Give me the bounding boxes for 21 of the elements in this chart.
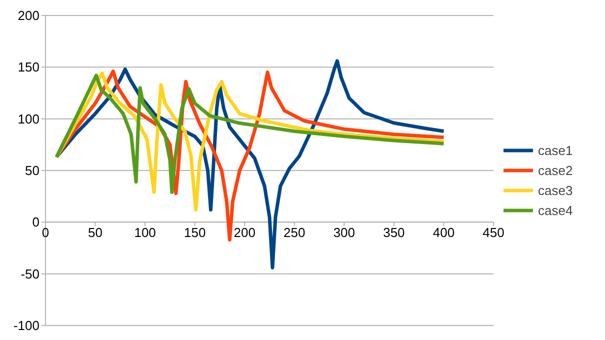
x-tick-label: 50 [88, 225, 103, 240]
x-tick-label: 400 [432, 225, 455, 240]
x-tick-label: 150 [184, 225, 206, 240]
y-tick-label: 0 [32, 214, 40, 230]
legend-label: case3 [538, 182, 573, 198]
y-tick-label: 100 [18, 111, 40, 126]
x-tick-label: 300 [333, 225, 356, 240]
legend-label: case2 [538, 162, 573, 178]
y-tick-label: 150 [18, 60, 40, 75]
x-tick-label: 250 [284, 225, 306, 240]
x-tick-label: 200 [234, 225, 256, 240]
legend-label: case4 [538, 202, 573, 218]
legend-label: case1 [538, 142, 573, 158]
y-tick-label: 200 [18, 8, 40, 23]
x-tick-label: 450 [482, 225, 504, 240]
x-tick-label: 350 [383, 225, 405, 240]
y-tick-label: 50 [25, 163, 40, 178]
y-tick-label: -100 [13, 318, 40, 333]
x-tick-label: 0 [42, 225, 50, 240]
y-tick-label: -50 [20, 266, 40, 282]
x-tick-label: 100 [134, 225, 156, 240]
